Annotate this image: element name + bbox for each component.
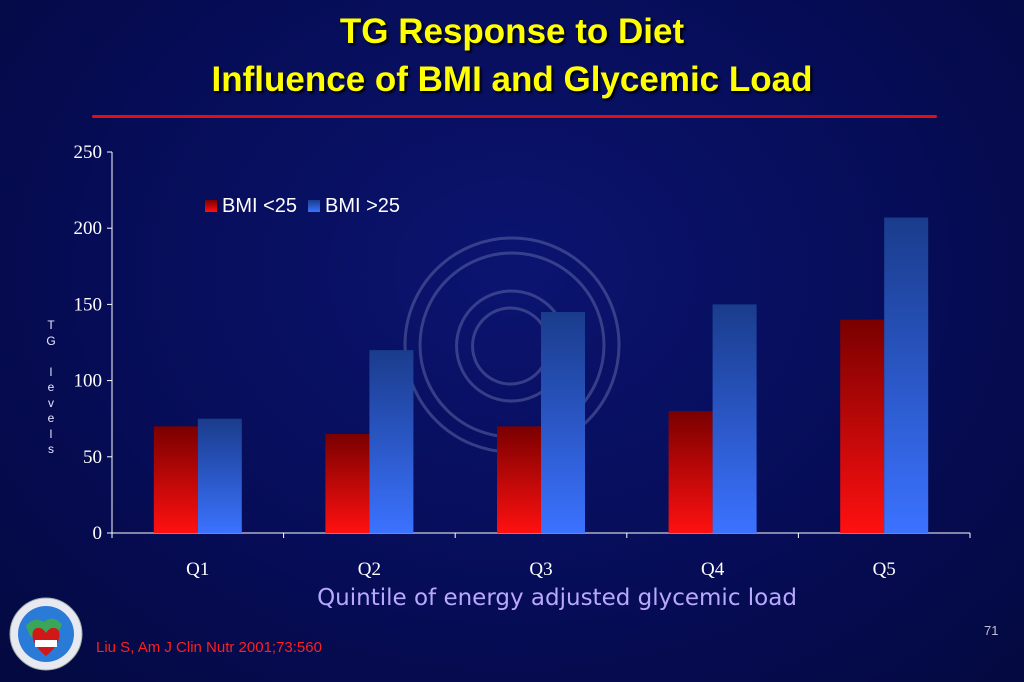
- bar-bmi-low-q4: [668, 411, 713, 533]
- legend-label: BMI >25: [325, 195, 400, 217]
- bar-bmi-low-q1: [153, 426, 198, 533]
- y-tick-label: 100: [74, 371, 103, 392]
- bar-bmi-high-q4: [712, 304, 757, 533]
- title-underline: [92, 115, 937, 118]
- cadi-logo: [9, 597, 83, 671]
- legend-swatch: [308, 200, 320, 212]
- chart-legend: BMI <25 BMI >25: [205, 195, 400, 217]
- y-tick-label: 50: [83, 447, 102, 468]
- legend-swatch: [205, 200, 217, 212]
- slide-title: TG Response to Diet: [339, 12, 685, 51]
- y-tick-label: 250: [74, 142, 103, 163]
- bar-bmi-high-q3: [541, 312, 585, 533]
- bar-bmi-low-q2: [325, 433, 370, 533]
- bar-bmi-low-q3: [497, 426, 541, 533]
- page-number: 71: [984, 623, 999, 638]
- bar-bmi-low-q5: [840, 319, 885, 533]
- x-tick-label: Q4: [701, 559, 725, 580]
- x-tick-label: Q5: [873, 559, 896, 580]
- slide-subtitle: Influence of BMI and Glycemic Load: [211, 60, 813, 99]
- legend-label: BMI <25: [222, 195, 297, 217]
- chart-axes: 0 50 100 150 200 250 Q1 Q2 Q3 Q4 Q5: [74, 142, 971, 580]
- x-tick-label: Q1: [186, 559, 209, 580]
- chart-bars: [153, 217, 929, 534]
- bar-bmi-high-q2: [369, 350, 414, 533]
- bar-bmi-high-q1: [197, 418, 242, 533]
- bar-bmi-high-q5: [884, 217, 929, 534]
- copyright-watermark: [403, 236, 621, 454]
- x-axis-label: Quintile of energy adjusted glycemic loa…: [317, 585, 797, 611]
- y-tick-label: 0: [93, 523, 103, 544]
- y-tick-label: 200: [74, 218, 103, 239]
- y-tick-label: 150: [74, 294, 103, 315]
- citation: Liu S, Am J Clin Nutr 2001;73:560: [96, 639, 322, 656]
- x-tick-label: Q2: [358, 559, 381, 580]
- y-axis-label: T G l e v e l s: [46, 318, 56, 456]
- x-tick-label: Q3: [529, 559, 552, 580]
